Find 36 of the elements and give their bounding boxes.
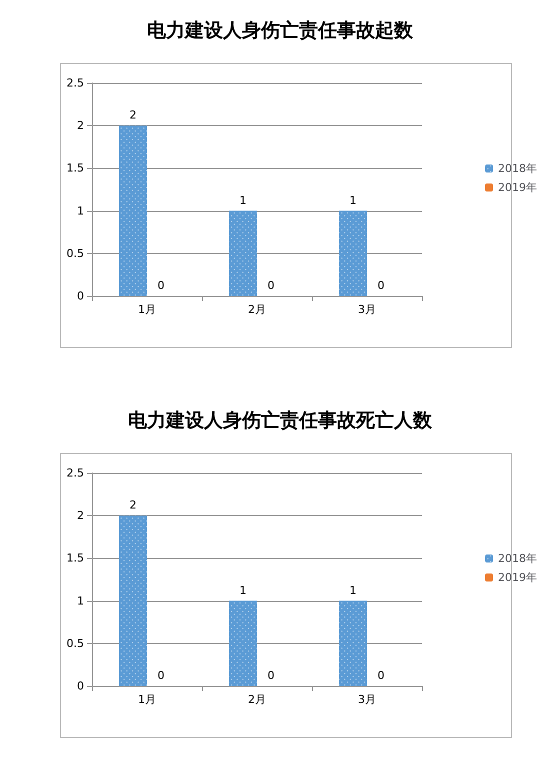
y-tick-label: 1 bbox=[77, 594, 84, 608]
legend-label: 2019年 bbox=[498, 181, 538, 194]
y-tick-label: 2 bbox=[77, 509, 84, 522]
y-tick-label: 1 bbox=[77, 204, 84, 218]
x-tick-label: 2月 bbox=[248, 303, 266, 316]
y-tick-label: 2.5 bbox=[66, 466, 84, 480]
data-label: 1 bbox=[240, 194, 246, 207]
data-label: 1 bbox=[350, 584, 356, 597]
y-tick-label: 2.5 bbox=[66, 76, 84, 90]
legend-label: 2018年 bbox=[498, 552, 538, 565]
data-label: 1 bbox=[350, 194, 356, 207]
y-tick-label: 1.5 bbox=[66, 552, 84, 565]
data-label: 0 bbox=[268, 669, 274, 682]
data-label: 0 bbox=[378, 669, 384, 682]
x-tick-label: 2月 bbox=[248, 693, 266, 706]
x-tick-label: 1月 bbox=[138, 693, 156, 706]
y-tick-label: 2 bbox=[77, 119, 84, 132]
y-tick-label: 0.5 bbox=[66, 246, 84, 260]
x-tick-label: 3月 bbox=[358, 303, 376, 316]
x-tick-label: 1月 bbox=[138, 303, 156, 316]
y-tick-label: 0.5 bbox=[66, 636, 84, 650]
y-tick-label: 0 bbox=[77, 680, 84, 692]
y-tick-label: 0 bbox=[77, 290, 84, 302]
data-label: 0 bbox=[268, 279, 274, 292]
data-label: 0 bbox=[158, 669, 164, 682]
legend-label: 2018年 bbox=[498, 162, 538, 175]
chart-title: 电力建设人身伤亡责任事故起数 bbox=[147, 20, 414, 42]
chart-title: 电力建设人身伤亡责任事故死亡人数 bbox=[128, 410, 433, 432]
legend-label: 2019年 bbox=[498, 571, 538, 584]
data-label: 0 bbox=[378, 279, 384, 292]
data-label: 2 bbox=[130, 108, 136, 122]
data-label: 2 bbox=[130, 498, 136, 512]
data-label: 1 bbox=[240, 584, 246, 597]
y-tick-label: 1.5 bbox=[66, 162, 84, 175]
x-tick-label: 3月 bbox=[358, 693, 376, 706]
data-label: 0 bbox=[158, 279, 164, 292]
